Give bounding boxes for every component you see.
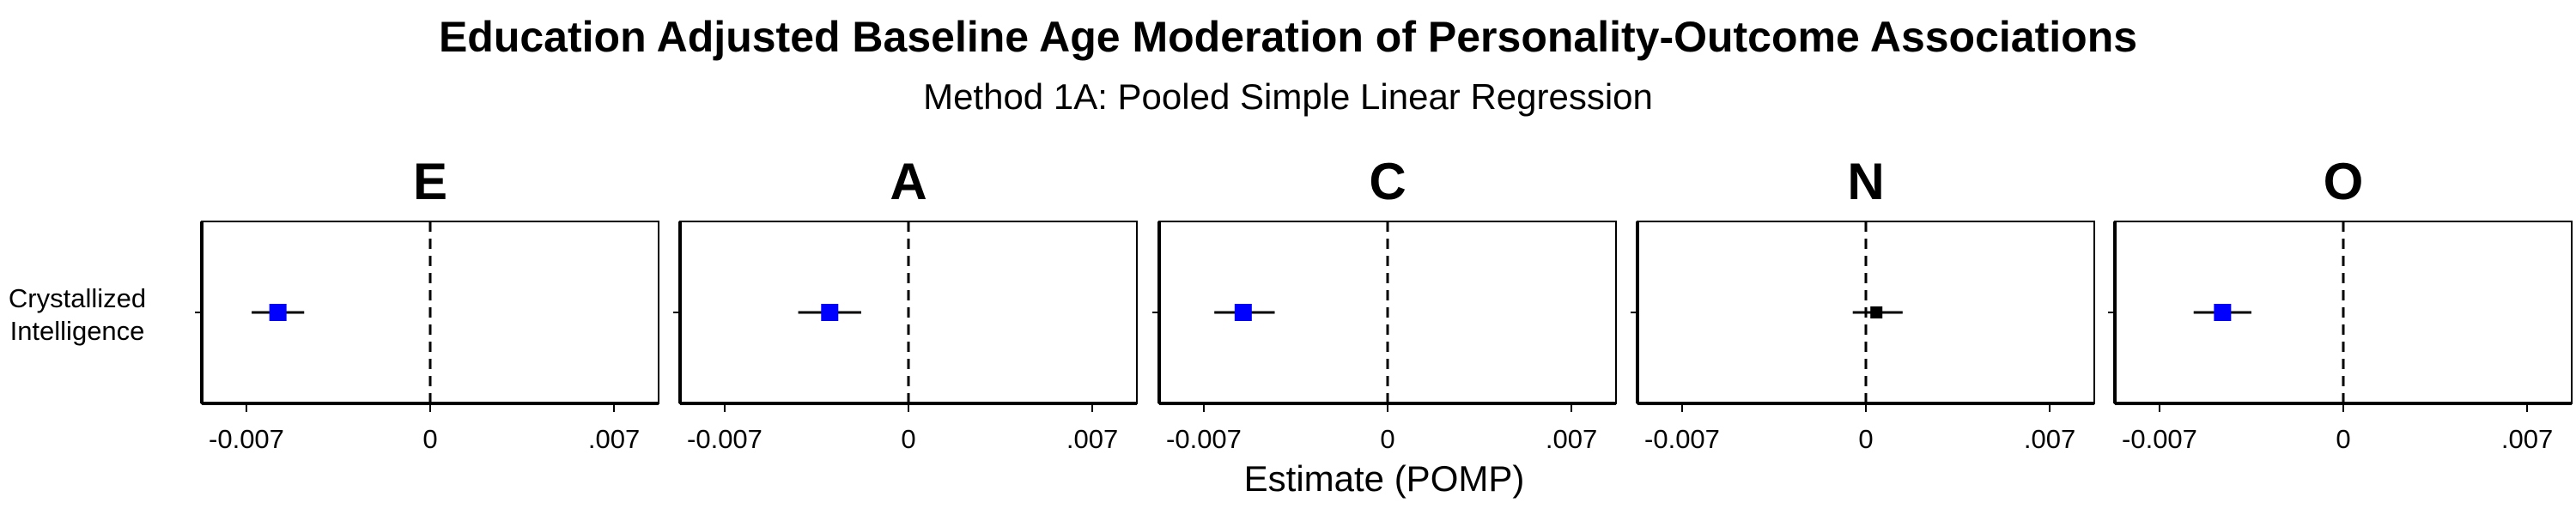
estimate-point-n <box>1870 306 1883 318</box>
x-axis-label: Estimate (POMP) <box>1244 458 1525 499</box>
x-tick-label-c-0: -0.007 <box>1166 424 1242 454</box>
x-tick-label-n-1: 0 <box>1858 424 1873 454</box>
estimate-point-o <box>2214 304 2232 321</box>
category-label-line2: Intelligence <box>10 316 145 346</box>
x-tick-label-a-2: .007 <box>1066 424 1118 454</box>
x-tick-label-a-1: 0 <box>901 424 915 454</box>
estimate-point-e <box>269 304 287 321</box>
estimate-point-c <box>1234 304 1252 321</box>
x-tick-label-o-0: -0.007 <box>2122 424 2197 454</box>
panel-title-c: C <box>1369 153 1406 210</box>
chart-title: Education Adjusted Baseline Age Moderati… <box>439 13 2137 61</box>
panel-title-o: O <box>2324 153 2364 210</box>
estimate-point-a <box>821 304 839 321</box>
x-tick-label-e-0: -0.007 <box>209 424 284 454</box>
panel-title-a: A <box>890 153 927 210</box>
panels-group: E -0.007 0 .007 A -0.007 0 .007 C -0.007 0 .007 N -0.… <box>195 153 2573 454</box>
x-tick-label-n-2: .007 <box>2024 424 2075 454</box>
chart-subtitle: Method 1A: Pooled Simple Linear Regressi… <box>923 76 1653 117</box>
x-tick-label-c-2: .007 <box>1546 424 1597 454</box>
x-tick-label-a-0: -0.007 <box>687 424 762 454</box>
x-tick-label-o-2: .007 <box>2501 424 2553 454</box>
category-label-line1: Crystallized <box>9 283 146 313</box>
x-tick-label-e-2: .007 <box>588 424 640 454</box>
panel-title-e: E <box>413 153 447 210</box>
x-tick-label-n-0: -0.007 <box>1644 424 1720 454</box>
x-tick-label-c-1: 0 <box>1380 424 1394 454</box>
x-tick-label-o-1: 0 <box>2336 424 2350 454</box>
panel-title-n: N <box>1847 153 1884 210</box>
x-tick-label-e-1: 0 <box>422 424 437 454</box>
